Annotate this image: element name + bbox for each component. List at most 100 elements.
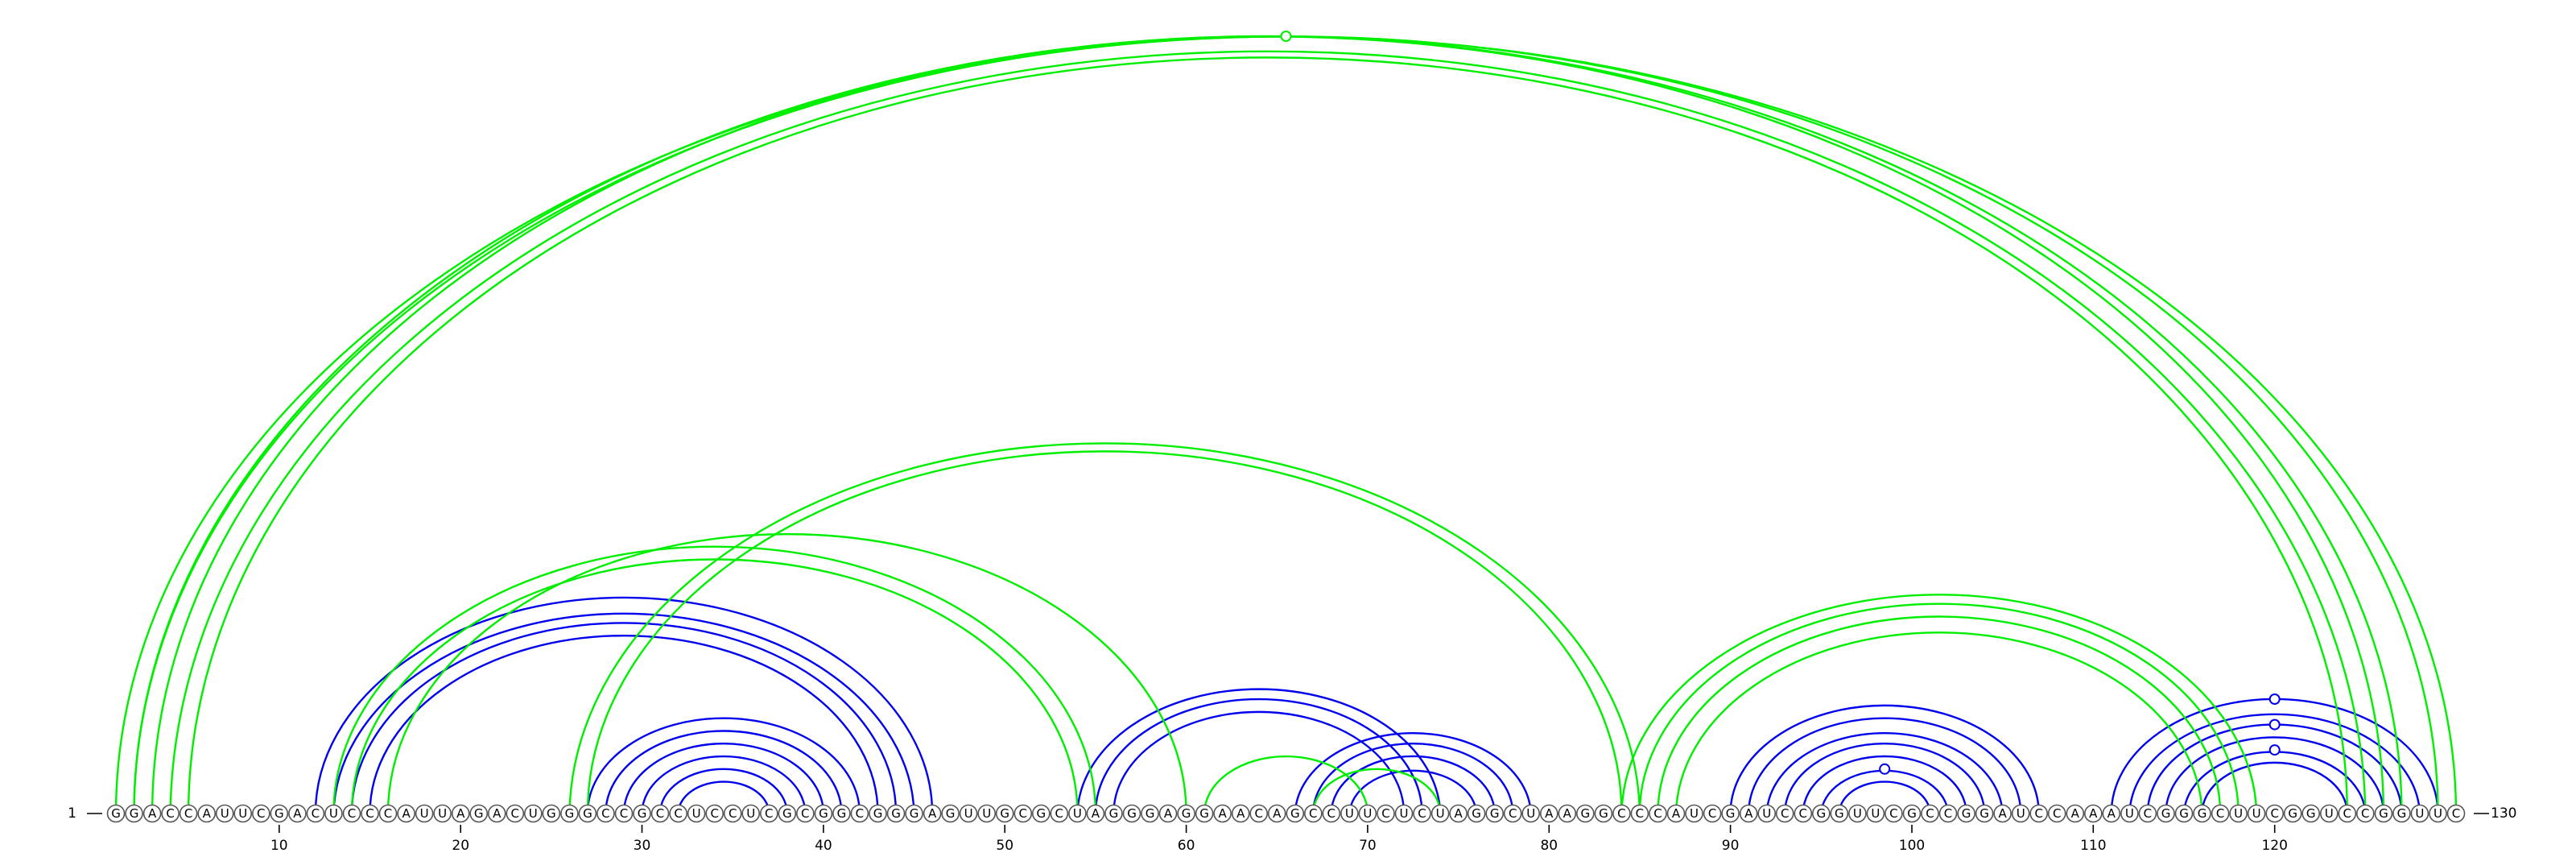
nucleotide-circle — [723, 804, 742, 823]
nucleotide-letter: G — [1290, 806, 1300, 821]
nucleotide: G — [1830, 804, 1849, 823]
nucleotide-circle — [397, 804, 415, 823]
nucleotide-circle — [1630, 804, 1649, 823]
nucleotide-letter: U — [2252, 806, 2261, 821]
nucleotide-letter: C — [620, 806, 628, 821]
nucleotide-letter: G — [1146, 806, 1155, 821]
nucleotide-circle — [1685, 804, 1703, 823]
nucleotide: C — [669, 804, 687, 823]
nucleotide: U — [2229, 804, 2248, 823]
nucleotide: C — [378, 804, 398, 823]
nucleotide: U — [1521, 804, 1540, 823]
nucleotide: G — [778, 804, 797, 823]
nucleotide-letter: C — [348, 806, 356, 821]
nucleotide-letter: C — [1055, 806, 1063, 821]
nucleotide: G — [1141, 804, 1159, 823]
nucleotide-circle — [1794, 804, 1813, 823]
nucleotide: G — [542, 804, 561, 823]
nucleotide-letter: C — [2343, 806, 2351, 821]
nucleotide-letter: G — [1599, 806, 1608, 821]
nucleotide-circle — [814, 804, 833, 823]
nucleotide-circle — [2211, 804, 2230, 823]
nucleotide-letter: U — [746, 806, 755, 821]
nucleotide: G — [905, 804, 923, 823]
nucleotide-circle — [378, 804, 398, 823]
nucleotide-letter: C — [1799, 806, 1807, 821]
green-arc — [568, 442, 1641, 814]
nucleotide-letter: G — [1979, 806, 1989, 821]
nucleotide-letter: C — [1708, 806, 1716, 821]
nucleotide-circle — [1104, 804, 1123, 823]
nucleotide-letter: U — [1871, 806, 1880, 821]
nucleotide-letter: C — [2452, 806, 2460, 821]
nucleotide-letter: A — [293, 806, 302, 821]
nucleotide: G — [1902, 804, 1922, 823]
nucleotide-letter: C — [2270, 806, 2278, 821]
tick-label: 20 — [452, 838, 469, 854]
nucleotide-letter: A — [1236, 806, 1245, 821]
green-arc — [1638, 602, 2240, 814]
nucleotide-circle — [650, 804, 670, 823]
nucleotide-circle — [2157, 804, 2175, 823]
nucleotide-letter: G — [1472, 806, 1481, 821]
nucleotide-circle — [1467, 804, 1486, 823]
nucleotide: C — [2138, 804, 2157, 823]
blue-arc — [332, 612, 915, 814]
nucleotide-circle — [633, 804, 651, 823]
nucleotide: G — [578, 804, 597, 823]
nucleotide: A — [1558, 804, 1577, 823]
nucleotide-letter: G — [2288, 806, 2297, 821]
nucleotide-letter: G — [1816, 806, 1826, 821]
sequence-start-label: 1 — [68, 805, 76, 822]
nucleotide: C — [1794, 804, 1813, 823]
nucleotide-letter: G — [1835, 806, 1844, 821]
nucleotide: C — [650, 804, 670, 823]
green-arc — [1620, 594, 2258, 814]
blue-arc — [1838, 780, 1931, 814]
nucleotide-letter: U — [529, 806, 538, 821]
nucleotide-letter: U — [692, 806, 701, 821]
nucleotide-letter: G — [130, 806, 139, 821]
nucleotide-circle — [2229, 804, 2248, 823]
nucleotide: C — [1503, 804, 1522, 823]
nucleotide-letter: C — [1418, 806, 1426, 821]
nucleotide-letter: C — [729, 806, 737, 821]
nucleotide: C — [306, 804, 325, 823]
nucleotide-circle — [2356, 804, 2375, 823]
nucleotide-circle — [2047, 804, 2066, 823]
green-arc — [133, 35, 2403, 814]
nucleotide: C — [1013, 804, 1033, 823]
blue-arc — [1784, 742, 1986, 814]
nucleotide-letter: C — [1926, 806, 1934, 821]
blue-arc — [1348, 769, 1478, 814]
nucleotide: C — [2446, 804, 2466, 823]
nucleotide: A — [1231, 804, 1250, 823]
nucleotide: G — [869, 804, 887, 823]
nucleotide-circle — [614, 804, 634, 823]
tick-label: 40 — [815, 838, 832, 854]
nucleotide-letter: A — [1218, 806, 1227, 821]
nucleotide-circle — [523, 804, 543, 823]
nucleotide-letter: U — [238, 806, 247, 821]
nucleotide-letter: C — [1381, 806, 1389, 821]
nucleotide: A — [288, 804, 307, 823]
blue-arc — [1076, 688, 1442, 814]
nucleotide: G — [1721, 804, 1740, 823]
arc-apex-marker — [1280, 31, 1292, 42]
nucleotide-letter: G — [2179, 806, 2189, 821]
blue-arc — [1113, 710, 1406, 814]
nucleotide-letter: C — [1636, 806, 1644, 821]
tick-label: 60 — [1178, 838, 1195, 854]
nucleotide: A — [197, 804, 217, 823]
blue-arc — [1312, 742, 1514, 814]
nucleotide-letter: G — [2161, 806, 2171, 821]
nucleotide-circle — [2029, 804, 2048, 823]
position-ticks: 10 20 30 40 50 60 70 80 90 100 110 120 — [270, 825, 2288, 854]
nucleotide-circle — [233, 804, 253, 823]
nucleotide-circle — [1594, 804, 1613, 823]
nucleotide-circle — [2247, 804, 2266, 823]
nucleotide-letter: G — [946, 806, 956, 821]
nucleotide-circle — [905, 804, 923, 823]
nucleotide-letter: U — [2017, 806, 2025, 821]
nucleotide: G — [633, 804, 651, 823]
